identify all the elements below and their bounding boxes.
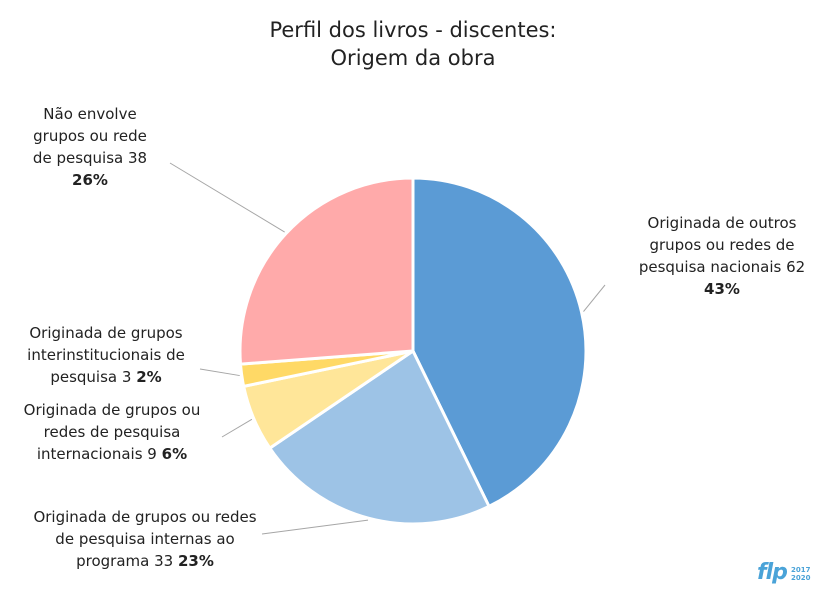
slice-label-line: Originada de grupos ou: [23, 401, 201, 419]
flp-logo: flp 2017 2020: [757, 560, 819, 586]
slice-label-line: pesquisa 3: [50, 368, 132, 386]
pie-slice-nacionais: [411, 176, 588, 508]
slice-label-nacionais: Originada de outros grupos ou redes de p…: [622, 212, 822, 300]
leader-line-internas: [261, 519, 369, 535]
slice-label-line: Originada de grupos ou redes: [33, 508, 257, 526]
slice-label-line: internacionais 9: [36, 445, 157, 463]
leader-line-nao-envolve: [169, 162, 285, 233]
slice-percent: 23%: [177, 552, 214, 570]
logo-year-start: 2017: [791, 566, 811, 574]
slice-label-line: grupos ou redes de: [649, 236, 795, 254]
leader-line-interinstitucionais: [199, 368, 240, 377]
slice-label-line: de pesquisa internas ao: [55, 530, 235, 548]
slice-label-line: Originada de grupos: [29, 324, 183, 342]
chart-title: Perfil dos livros - discentes: Origem da…: [0, 16, 826, 72]
slice-label-line: de pesquisa 38: [32, 149, 148, 167]
slice-percent: 2%: [136, 368, 162, 386]
logo-year-end: 2020: [791, 574, 811, 582]
slice-label-interinstitucionais: Originada de grupos interinstitucionais …: [8, 322, 204, 388]
slice-label-internas: Originada de grupos ou redes de pesquisa…: [10, 506, 280, 572]
slice-label-line: Não envolve: [43, 105, 137, 123]
slice-label-line: programa 33: [76, 552, 174, 570]
slice-percent: 6%: [161, 445, 188, 463]
slice-label-nao-envolve: Não envolve grupos ou rede de pesquisa 3…: [10, 103, 170, 191]
logo-text: flp: [757, 560, 788, 585]
pie-slice-internas: [268, 349, 491, 526]
slice-label-line: pesquisa nacionais 62: [638, 258, 806, 276]
slice-label-line: Originada de outros: [647, 214, 797, 232]
slice-label-line: interinstitucionais de: [27, 346, 185, 364]
leader-line-internacionais: [221, 418, 253, 438]
slice-percent: 26%: [72, 171, 108, 189]
leader-line-nacionais: [583, 284, 606, 312]
chart-title-line-1: Perfil dos livros - discentes:: [269, 18, 557, 42]
chart-title-line-2: Origem da obra: [330, 46, 496, 70]
pie-slice-nao-envolve: [238, 176, 415, 366]
slice-label-line: grupos ou rede: [33, 127, 147, 145]
slice-label-line: redes de pesquisa: [43, 423, 181, 441]
slice-label-internacionais: Originada de grupos ou redes de pesquisa…: [4, 399, 220, 465]
slice-percent: 43%: [704, 280, 740, 298]
